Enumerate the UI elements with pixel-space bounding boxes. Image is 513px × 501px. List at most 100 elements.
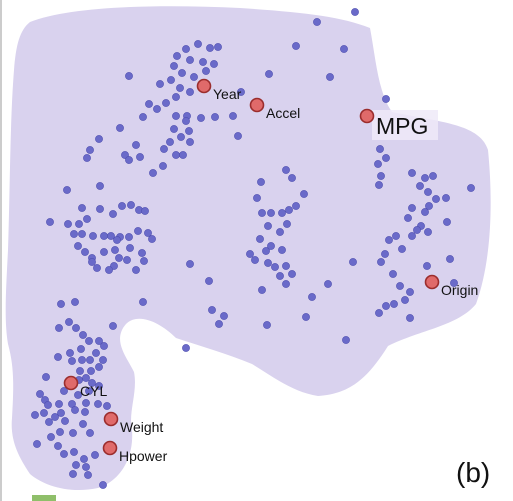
- data-point: [139, 298, 147, 306]
- data-point: [425, 202, 433, 210]
- data-point: [172, 151, 180, 159]
- data-point: [392, 232, 400, 240]
- data-point: [78, 204, 86, 212]
- data-point: [450, 279, 458, 287]
- data-point: [153, 105, 161, 113]
- data-point: [276, 272, 284, 280]
- data-point: [86, 356, 94, 364]
- data-point: [71, 298, 79, 306]
- data-point: [70, 448, 78, 456]
- data-point: [159, 162, 167, 170]
- data-point: [424, 228, 432, 236]
- data-point: [382, 302, 390, 310]
- data-point: [86, 429, 94, 437]
- data-point: [60, 387, 68, 395]
- data-point: [375, 309, 383, 317]
- data-point: [377, 172, 385, 180]
- data-point: [103, 402, 111, 410]
- data-point: [390, 300, 398, 308]
- data-point: [166, 138, 174, 146]
- data-point: [246, 250, 254, 258]
- anchor-label-accel: Accel: [266, 105, 300, 121]
- data-point: [46, 218, 54, 226]
- data-point: [74, 242, 82, 250]
- data-point: [256, 235, 264, 243]
- anchor-marker-mpg: [359, 108, 375, 124]
- data-point: [202, 67, 210, 75]
- data-point: [125, 156, 133, 164]
- anchor-label-hpower: Hpower: [119, 448, 168, 464]
- data-point: [116, 124, 124, 132]
- data-point: [258, 286, 266, 294]
- data-point: [313, 18, 321, 26]
- data-point: [88, 258, 96, 266]
- data-point: [406, 288, 414, 296]
- data-point: [78, 356, 86, 364]
- data-point: [215, 320, 223, 328]
- data-point: [144, 229, 152, 237]
- data-point: [292, 202, 300, 210]
- data-point: [208, 306, 216, 314]
- data-point: [85, 337, 93, 345]
- data-point: [109, 210, 117, 218]
- data-point: [258, 209, 266, 217]
- data-point: [75, 220, 83, 228]
- data-point: [432, 195, 440, 203]
- data-point: [282, 262, 290, 270]
- anchor-marker-accel: [249, 97, 265, 113]
- data-point: [265, 70, 273, 78]
- data-point: [285, 206, 293, 214]
- data-point: [92, 349, 100, 357]
- data-point: [262, 247, 270, 255]
- data-point: [237, 88, 245, 96]
- data-point: [44, 401, 52, 409]
- data-point: [138, 249, 146, 257]
- data-point: [205, 277, 213, 285]
- mpg-label-box: [372, 110, 438, 140]
- data-point: [376, 145, 384, 153]
- data-point: [105, 266, 113, 274]
- data-point: [127, 201, 135, 209]
- anchor-marker-origin: [424, 274, 440, 290]
- data-point: [95, 363, 103, 371]
- data-point: [396, 282, 404, 290]
- data-point: [162, 99, 170, 107]
- data-point: [56, 428, 64, 436]
- data-point: [185, 127, 193, 135]
- data-point: [264, 259, 272, 267]
- data-point: [413, 226, 421, 234]
- data-point: [136, 153, 144, 161]
- data-point: [263, 321, 271, 329]
- data-point: [424, 188, 432, 196]
- data-point: [77, 345, 85, 353]
- data-point: [429, 172, 437, 180]
- data-point: [264, 222, 272, 230]
- data-point: [173, 52, 181, 60]
- data-point: [416, 182, 424, 190]
- data-point: [170, 62, 178, 70]
- data-point: [257, 178, 265, 186]
- data-point: [45, 418, 53, 426]
- data-point: [267, 242, 275, 250]
- data-point: [54, 442, 62, 450]
- data-point: [107, 232, 115, 240]
- data-point: [186, 88, 194, 96]
- data-point: [64, 220, 72, 228]
- data-point: [278, 209, 286, 217]
- data-point: [57, 300, 65, 308]
- data-point: [79, 331, 87, 339]
- data-point: [47, 433, 55, 441]
- data-point: [292, 42, 300, 50]
- data-point: [132, 141, 140, 149]
- data-point: [65, 318, 73, 326]
- density-region: [5, 6, 491, 491]
- data-point: [69, 470, 77, 478]
- anchor-label-mpg: MPG: [376, 113, 428, 139]
- data-point: [176, 84, 184, 92]
- data-point: [385, 236, 393, 244]
- data-point: [86, 146, 94, 154]
- data-point: [234, 132, 242, 140]
- data-point: [186, 56, 194, 64]
- data-point: [69, 429, 77, 437]
- data-point: [199, 58, 207, 66]
